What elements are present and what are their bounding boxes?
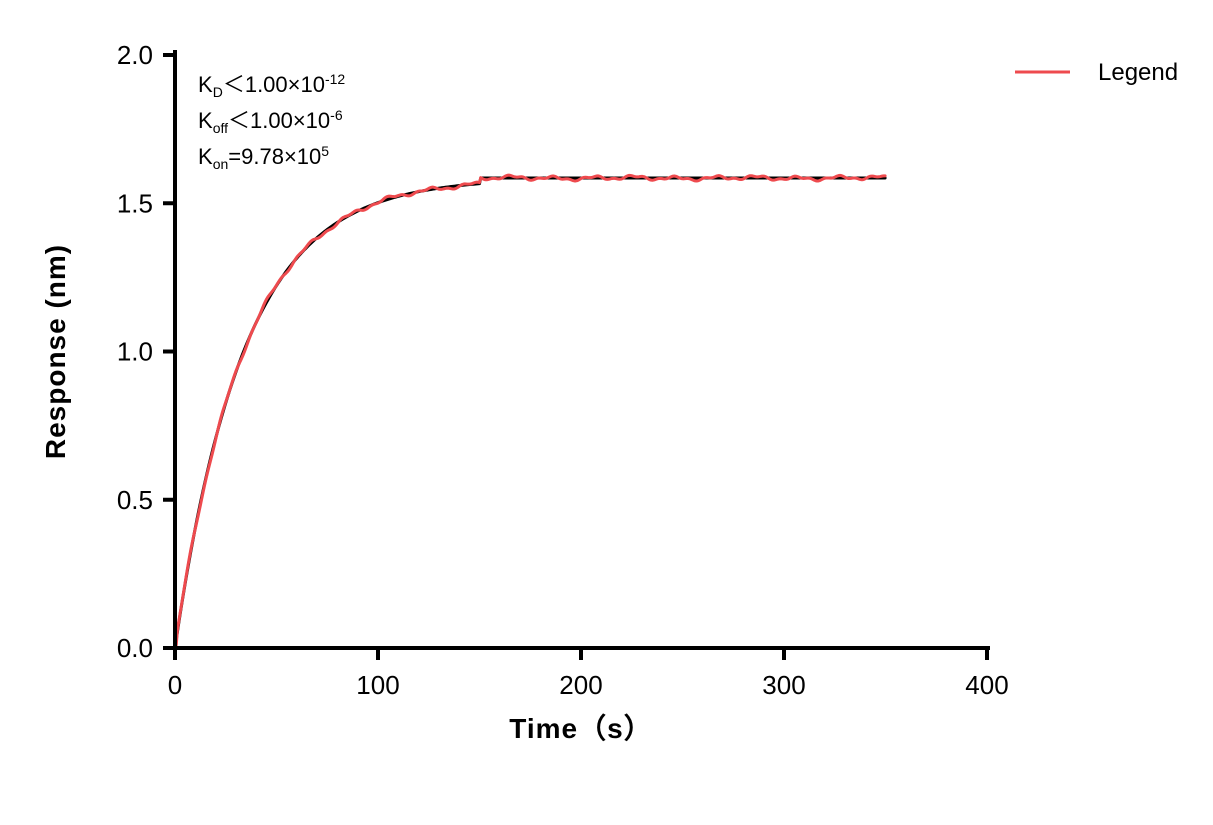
y-tick-label: 1.5 <box>117 188 153 218</box>
x-tick-label: 400 <box>965 670 1008 700</box>
y-tick-label: 0.0 <box>117 633 153 663</box>
x-axis-label: Time（s） <box>509 712 652 744</box>
chart-background <box>0 0 1213 825</box>
y-axis-label: Response (nm) <box>40 244 71 459</box>
x-tick-label: 300 <box>762 670 805 700</box>
y-tick-label: 2.0 <box>117 40 153 70</box>
binding-kinetics-chart: 0 100 200 300 400 0.0 0.5 1.0 1.5 2.0 Time（s） Respo… <box>0 0 1213 825</box>
x-tick-label: 100 <box>356 670 399 700</box>
x-tick-label: 200 <box>559 670 602 700</box>
y-tick-label: 0.5 <box>117 485 153 515</box>
x-tick-label: 0 <box>168 670 182 700</box>
chart-svg: 0 100 200 300 400 0.0 0.5 1.0 1.5 2.0 Time（s） Respo… <box>0 0 1213 825</box>
legend-label: Legend <box>1098 59 1178 86</box>
y-tick-label: 1.0 <box>117 337 153 367</box>
